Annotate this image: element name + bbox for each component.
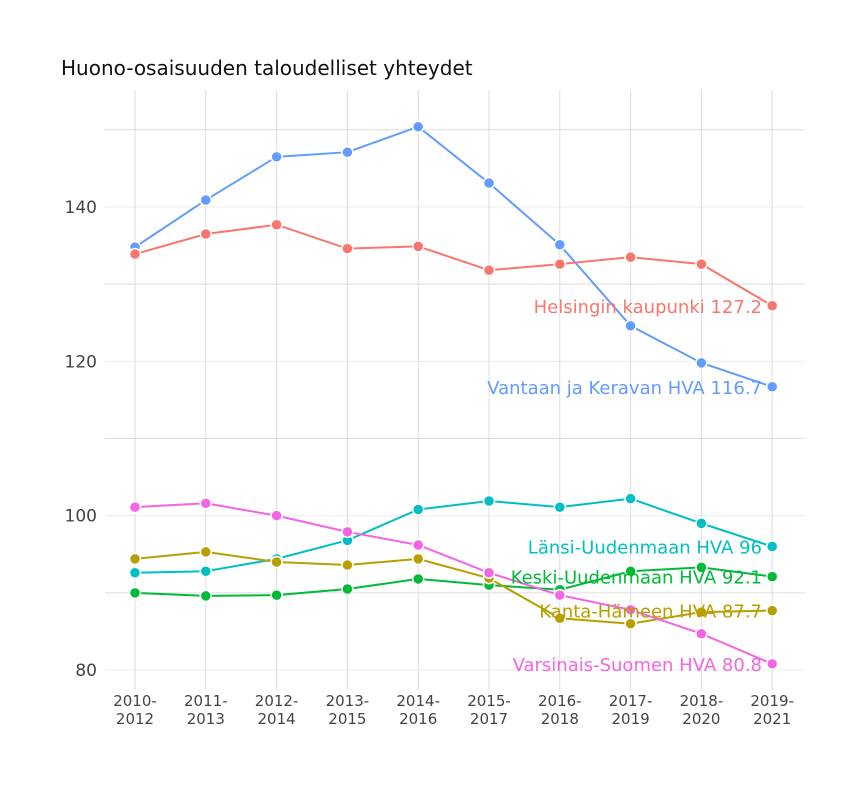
x-tick-label: 2019 <box>612 710 650 728</box>
data-point <box>411 572 425 586</box>
x-tick-label: 2016 <box>399 710 437 728</box>
data-point <box>199 564 213 578</box>
x-tick-label: 2014 <box>258 710 296 728</box>
data-point <box>553 588 567 602</box>
data-point <box>411 240 425 253</box>
data-point <box>128 586 142 600</box>
y-tick-label: 100 <box>65 507 97 527</box>
x-tick-label: 2017 <box>470 710 508 728</box>
data-point <box>341 582 354 596</box>
x-tick-label: 2012 <box>116 710 154 728</box>
data-point <box>765 299 779 313</box>
y-tick-label: 80 <box>75 661 97 681</box>
data-point <box>624 250 637 264</box>
data-point <box>482 566 496 580</box>
data-point <box>765 604 779 617</box>
x-tick-label: 2018- <box>680 692 724 710</box>
data-point <box>411 503 425 516</box>
data-point <box>695 627 708 640</box>
data-point <box>341 558 354 572</box>
data-point <box>199 497 213 510</box>
data-point <box>411 538 425 552</box>
x-tick-label: 2021 <box>753 710 791 728</box>
data-point <box>270 588 283 602</box>
data-point <box>624 564 637 578</box>
data-point <box>624 319 637 333</box>
data-point <box>765 570 779 583</box>
data-point <box>553 238 567 252</box>
x-tick-label: 2011- <box>184 692 228 710</box>
data-point <box>695 605 708 619</box>
x-tick-label: 2017- <box>609 692 653 710</box>
series-end-label: Keski-Uudenmaan HVA 92.1 <box>511 568 762 589</box>
data-point <box>624 492 637 505</box>
series-end-label: Vantaan ja Keravan HVA 116.7 <box>487 378 762 399</box>
data-point <box>341 525 354 539</box>
data-point <box>341 145 354 159</box>
x-tick-label: 2013- <box>326 692 370 710</box>
data-point <box>553 612 567 625</box>
data-point <box>411 552 425 566</box>
x-tick-label: 2020 <box>682 710 720 728</box>
series-line <box>134 223 773 307</box>
series-end-label: Helsingin kaupunki 127.2 <box>534 297 762 318</box>
chart-title: Huono-osaisuuden taloudelliset yhteydet <box>61 56 473 80</box>
data-point <box>128 552 142 566</box>
data-point <box>695 561 708 574</box>
data-point <box>553 500 567 514</box>
data-point <box>270 218 283 231</box>
y-tick-label: 140 <box>65 198 97 218</box>
data-point <box>128 566 142 580</box>
data-point <box>765 540 779 553</box>
series-end-label: Länsi-Uudenmaan HVA 96 <box>528 538 762 559</box>
x-tick-label: 2012- <box>255 692 299 710</box>
x-tick-label: 2015- <box>467 692 511 710</box>
data-point <box>695 517 708 530</box>
x-tick-label: 2016- <box>538 692 582 710</box>
data-point <box>270 509 283 522</box>
data-point <box>482 264 496 277</box>
data-point <box>270 555 283 569</box>
series-end-label: Varsinais-Suomen HVA 80.8 <box>513 655 762 676</box>
series-end-label: Kanta-Hämeen HVA 87.7 <box>539 602 762 623</box>
x-tick-label: 2010- <box>113 692 157 710</box>
x-tick-label: 2013 <box>187 710 225 728</box>
series-line <box>134 125 773 388</box>
data-point <box>341 242 354 255</box>
data-point <box>199 193 213 207</box>
data-point <box>695 356 708 370</box>
data-point <box>270 150 283 164</box>
data-point <box>199 227 213 241</box>
x-tick-label: 2014- <box>396 692 440 710</box>
data-point <box>411 120 425 133</box>
data-point <box>765 380 779 394</box>
y-tick-label: 120 <box>65 352 97 372</box>
data-point <box>624 603 637 617</box>
series-line <box>134 566 773 597</box>
data-point <box>695 257 708 271</box>
data-point <box>199 545 213 559</box>
series-line <box>134 502 773 665</box>
x-tick-label: 2015 <box>328 710 366 728</box>
data-point <box>199 589 213 603</box>
data-point <box>482 494 496 508</box>
data-point <box>128 247 142 261</box>
data-point <box>482 176 496 190</box>
data-point <box>624 617 637 630</box>
x-tick-label: 2018 <box>541 710 579 728</box>
x-tick-label: 2019- <box>750 692 794 710</box>
data-point <box>553 257 567 271</box>
series-line <box>134 497 773 574</box>
series-line <box>134 550 773 625</box>
data-point <box>765 657 779 671</box>
data-point <box>128 500 142 514</box>
